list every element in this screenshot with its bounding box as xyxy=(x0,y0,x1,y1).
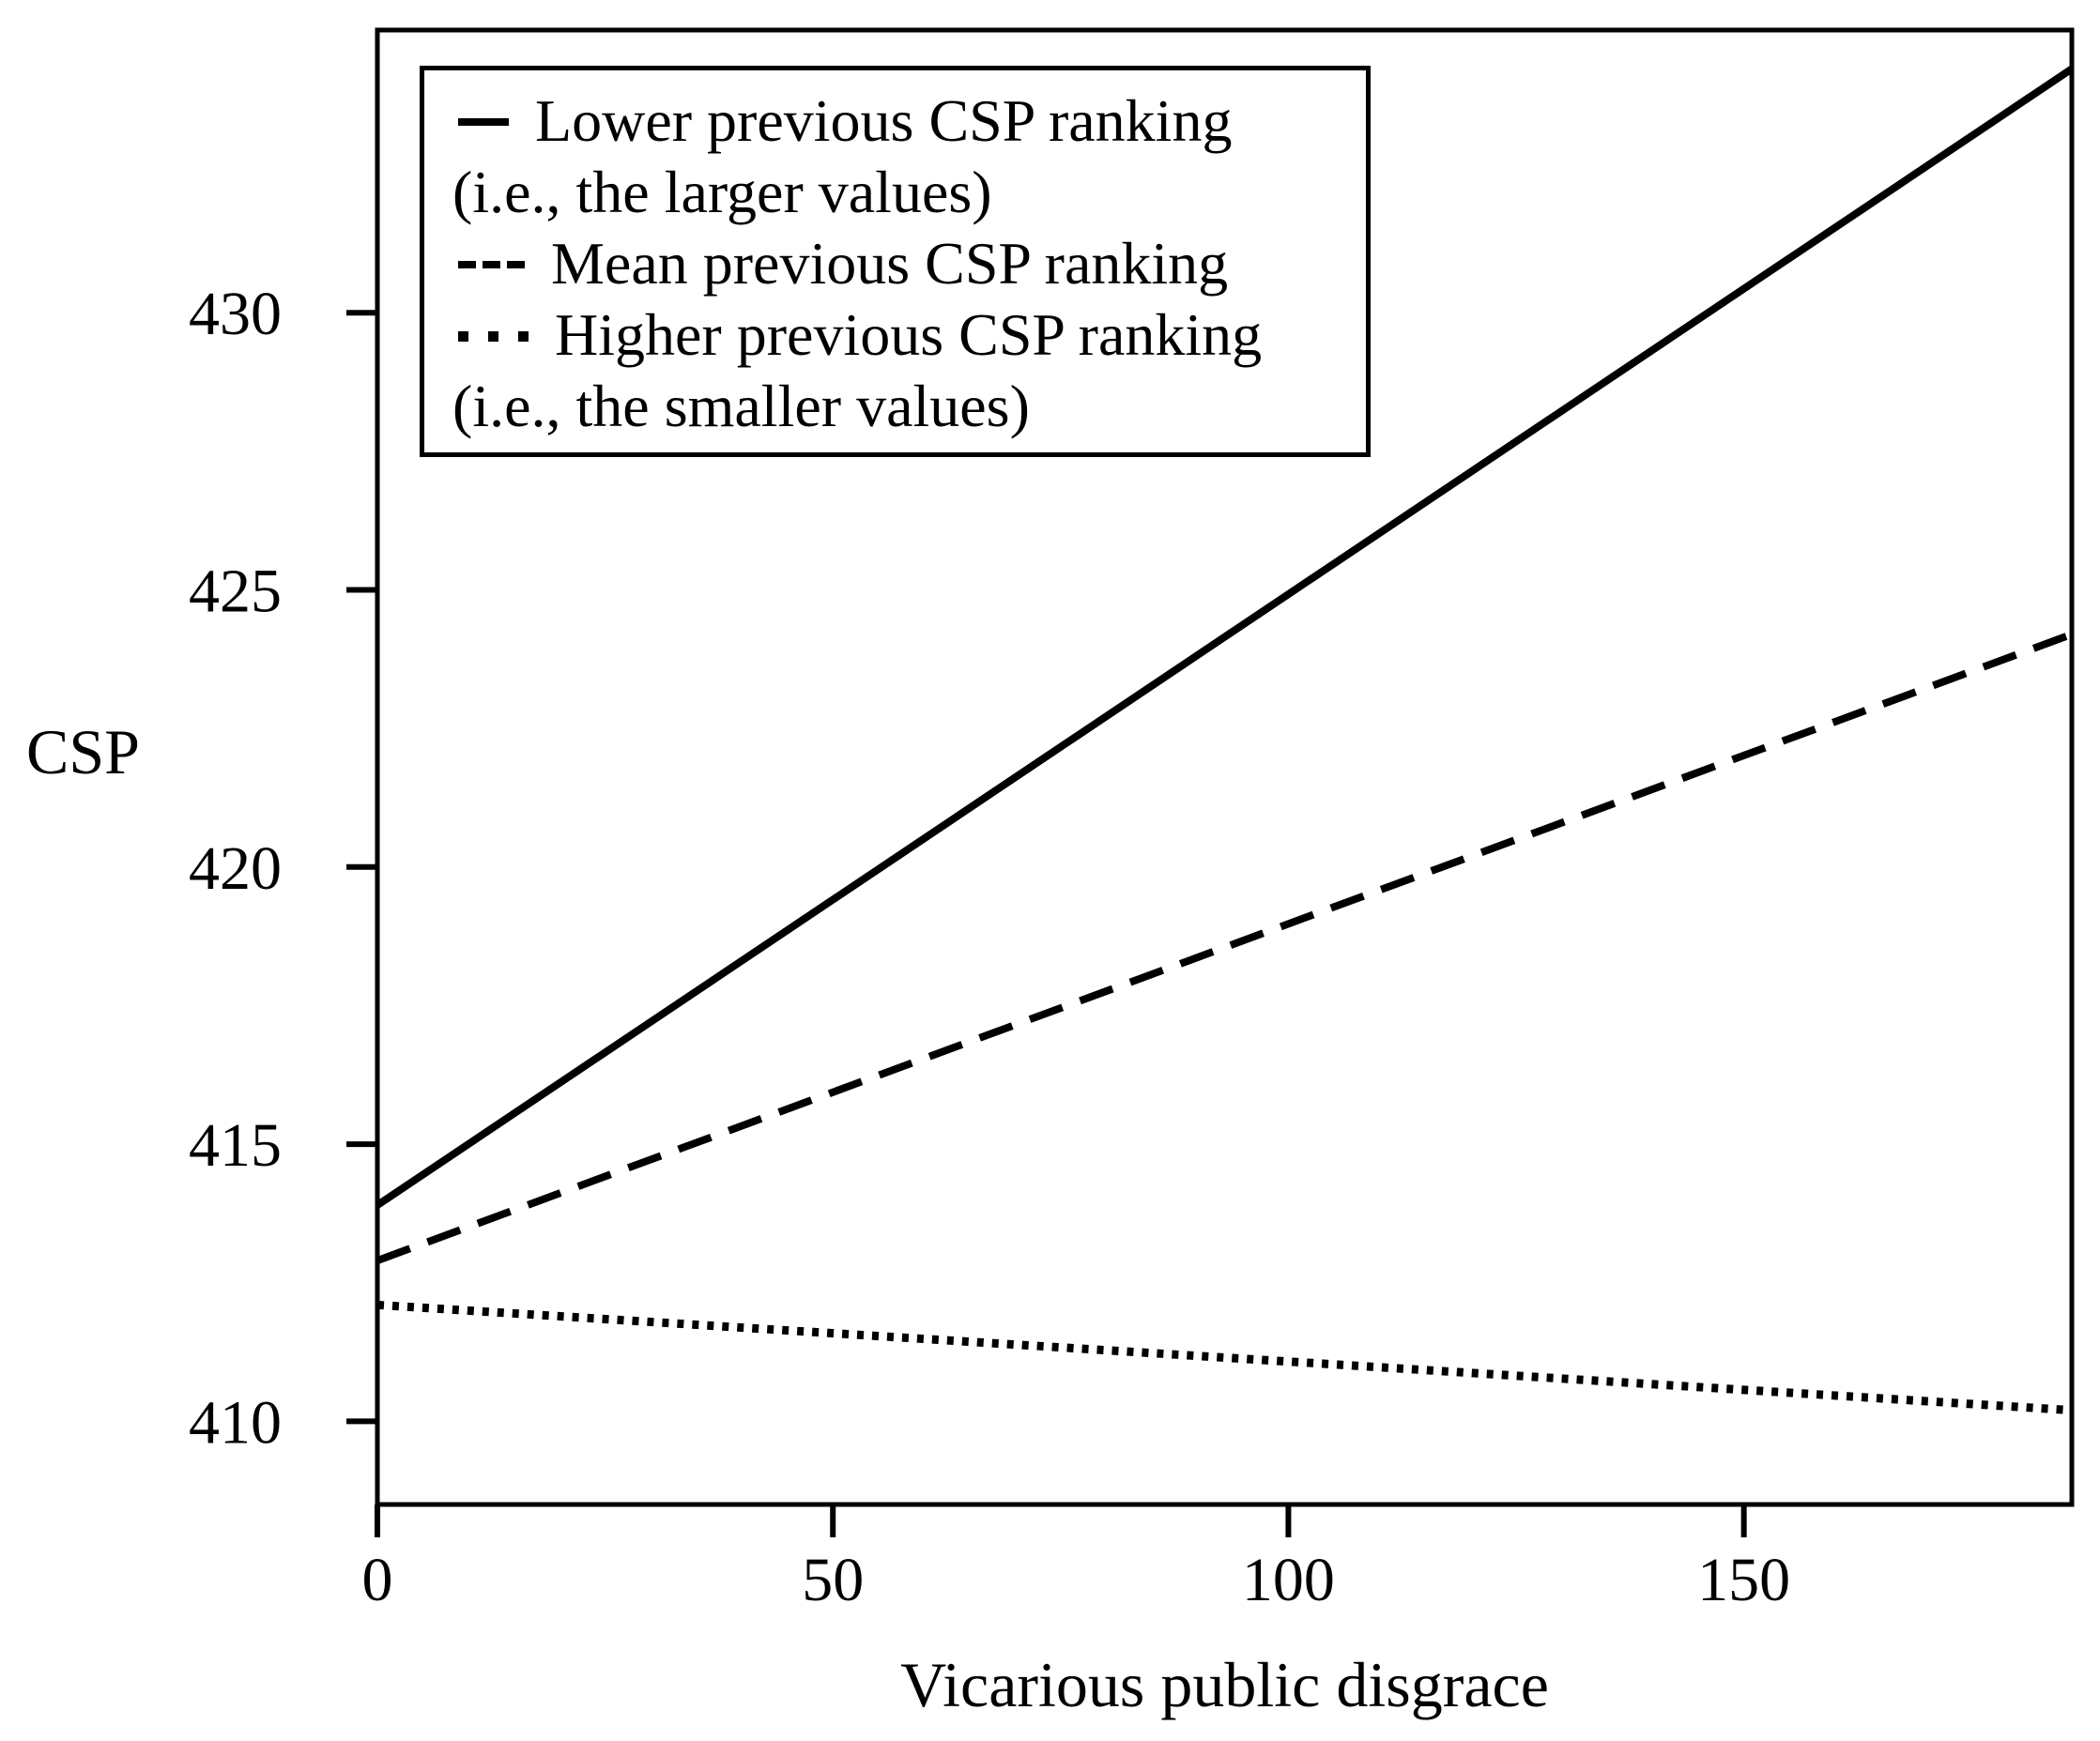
x-tick-label: 50 xyxy=(802,1546,864,1614)
series-line-dotted xyxy=(376,1300,2073,1415)
legend-label: (i.e., the larger values) xyxy=(452,159,992,225)
x-tick-label: 0 xyxy=(362,1546,393,1614)
y-tick-label: 425 xyxy=(189,557,282,626)
dashed-line-swatch xyxy=(458,261,525,269)
axes-frame xyxy=(375,27,2075,1507)
legend-item-mean: Mean previous CSP ranking xyxy=(452,228,1366,299)
legend-label: (i.e., the smaller values) xyxy=(452,373,1030,439)
legend-item-higher: Higher previous CSP ranking xyxy=(452,299,1366,371)
legend-box: Lower previous CSP ranking (i.e., the la… xyxy=(420,66,1371,457)
legend-item-lower: Lower previous CSP ranking xyxy=(452,85,1366,157)
y-tick-label: 420 xyxy=(189,834,282,903)
legend-label: Mean previous CSP ranking xyxy=(551,230,1229,297)
solid-line-swatch xyxy=(458,118,509,127)
y-tick-label: 415 xyxy=(189,1111,282,1180)
legend-label: Lower previous CSP ranking xyxy=(535,87,1233,154)
series-line-solid xyxy=(375,66,2075,1209)
y-tick-label: 430 xyxy=(189,280,282,348)
x-tick-label: 100 xyxy=(1242,1546,1335,1614)
legend-label: Higher previous CSP ranking xyxy=(555,301,1263,368)
dotted-line-swatch xyxy=(458,330,529,342)
x-tick-label: 150 xyxy=(1697,1546,1790,1614)
y-tick-label: 410 xyxy=(189,1388,282,1457)
legend-item-higher-note: (i.e., the smaller values) xyxy=(452,371,1366,442)
series-line-dashed xyxy=(376,631,2074,1264)
legend-item-lower-note: (i.e., the larger values) xyxy=(452,157,1366,228)
x-axis-label: Vicarious public disgrace xyxy=(900,1649,1549,1720)
y-axis-label: CSP xyxy=(26,716,140,787)
